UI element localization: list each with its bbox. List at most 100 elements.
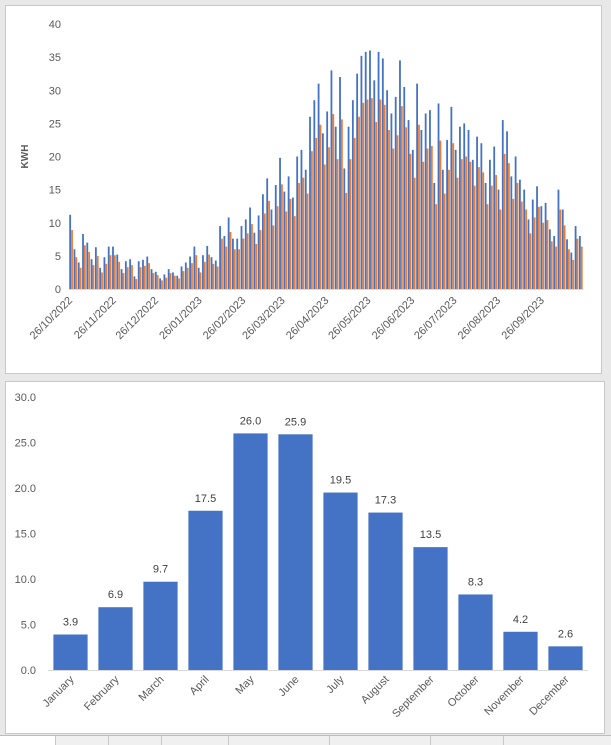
daily-kwh-chart[interactable]: 0 5 10 15 20 25 30 35 40 KWH 26/10/2022 26/11/2022 2… (5, 5, 602, 374)
bar (143, 581, 178, 670)
bar (473, 185, 476, 289)
sheet-tab[interactable] (162, 736, 229, 745)
sheet-tab[interactable] (431, 736, 504, 745)
x-tick-label: 26/09/2023 (500, 295, 547, 342)
bar (523, 189, 526, 290)
bar (146, 256, 149, 289)
bar (139, 267, 142, 289)
bar (319, 124, 322, 289)
bar (287, 176, 290, 290)
bar (251, 224, 253, 289)
bar (199, 272, 202, 289)
bar (233, 433, 268, 670)
bar (159, 278, 162, 289)
bar (197, 267, 200, 289)
bar (129, 259, 132, 289)
bar (544, 202, 547, 290)
monthly-average-chart[interactable]: 0.0 5.0 10.0 15.0 20.0 25.0 30.0 3.9 January 6.9 F… (5, 381, 605, 734)
bar (351, 100, 354, 289)
x-tick-label: 26/03/2023 (240, 295, 287, 342)
bar (561, 209, 564, 289)
bar (439, 140, 442, 289)
bar (407, 120, 410, 289)
data-label: 8.3 (468, 577, 483, 589)
bar (169, 273, 172, 289)
bar (476, 136, 478, 290)
sheet-tab[interactable] (109, 736, 162, 745)
bar (413, 177, 416, 289)
sheet-tab[interactable] (229, 736, 330, 745)
bar (306, 193, 309, 289)
bar (285, 211, 288, 289)
y-tick-label: 25.0 (15, 438, 36, 450)
y-tick-label: 20.0 (15, 483, 36, 495)
daily-kwh-plot: 0510152025303540KWH26/10/202226/11/20222… (20, 19, 583, 342)
bar (443, 193, 446, 289)
bar (236, 238, 239, 289)
bar (520, 201, 523, 289)
bar (304, 169, 307, 289)
bar (156, 275, 159, 289)
bar (176, 275, 179, 289)
bar (411, 149, 414, 290)
bar (469, 161, 472, 289)
bar (580, 246, 583, 289)
bar (405, 127, 408, 289)
bar (323, 164, 326, 289)
bar (413, 547, 448, 670)
bar (71, 230, 73, 289)
bar (422, 161, 425, 289)
bar (332, 114, 335, 289)
bar (317, 83, 320, 290)
bar (478, 167, 480, 289)
bar (270, 209, 273, 289)
bar (90, 259, 93, 289)
bar (527, 219, 530, 289)
bar (576, 238, 579, 289)
bar (563, 225, 566, 289)
bar (340, 119, 343, 290)
bar (120, 269, 123, 290)
sheet-tab[interactable] (56, 736, 109, 745)
bar (465, 156, 468, 289)
y-tick-label: 0.0 (21, 665, 36, 677)
bar (448, 169, 450, 289)
bar (246, 233, 249, 289)
bar (450, 106, 453, 289)
bar (555, 246, 557, 289)
bar (152, 273, 155, 289)
bar (88, 251, 91, 289)
bar (388, 130, 390, 289)
bar (375, 122, 378, 289)
bar (433, 183, 436, 289)
x-tick-label: 26/10/2022 (28, 295, 75, 342)
bar (418, 124, 420, 289)
sheet-tab-active[interactable] (0, 736, 56, 745)
bar (514, 156, 517, 289)
bar (480, 143, 483, 289)
bar (370, 98, 373, 289)
bar (538, 206, 540, 289)
bar (321, 133, 324, 289)
bar (219, 226, 221, 289)
bar (497, 189, 500, 290)
bar (99, 267, 102, 289)
bar (240, 226, 243, 289)
bar (349, 159, 352, 289)
sheet-tab-bar[interactable] (0, 735, 611, 745)
bar (142, 259, 144, 289)
bar (191, 263, 193, 289)
bar (456, 177, 459, 289)
bar (519, 179, 521, 289)
x-tick-label: 26/05/2023 (326, 295, 373, 342)
bar (86, 242, 89, 290)
sheet-tab[interactable] (330, 736, 431, 745)
bar (244, 219, 247, 289)
bar (233, 249, 236, 289)
bar (368, 512, 403, 670)
x-tick-label: March (137, 674, 167, 704)
bar (426, 148, 429, 289)
bar (229, 232, 232, 289)
x-tick-label: September (390, 673, 437, 720)
bar (216, 266, 219, 289)
